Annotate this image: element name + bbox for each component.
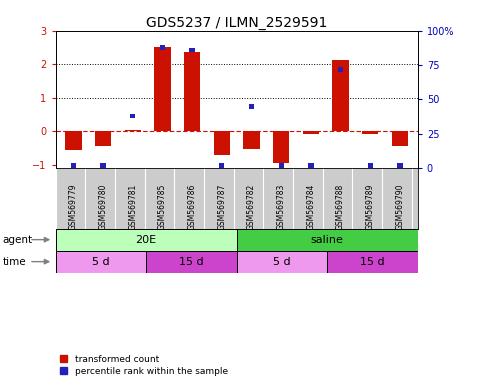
Bar [237, 251, 327, 273]
Text: agent: agent [2, 235, 32, 245]
Text: 15 d: 15 d [179, 257, 204, 266]
Bar [237, 228, 418, 251]
Bar [273, 131, 289, 163]
Title: GDS5237 / ILMN_2529591: GDS5237 / ILMN_2529591 [146, 16, 327, 30]
Bar [308, 163, 313, 168]
Bar [303, 131, 319, 134]
Bar [146, 251, 237, 273]
Bar [398, 163, 403, 168]
Text: 5 d: 5 d [92, 257, 110, 266]
Bar [327, 251, 418, 273]
Bar [130, 114, 135, 118]
Bar [56, 251, 146, 273]
Bar [338, 67, 343, 71]
Bar [184, 51, 200, 131]
Bar [189, 48, 195, 52]
Bar [249, 104, 254, 109]
Bar [154, 47, 170, 131]
Bar [243, 131, 260, 149]
Bar [100, 163, 106, 168]
Bar [392, 131, 408, 146]
Text: 15 d: 15 d [360, 257, 385, 266]
Bar [362, 131, 379, 134]
Bar [213, 131, 230, 156]
Bar [219, 163, 225, 168]
Legend: transformed count, percentile rank within the sample: transformed count, percentile rank withi… [60, 355, 227, 376]
Text: 20E: 20E [136, 235, 156, 245]
Bar [160, 45, 165, 50]
Bar [125, 130, 141, 131]
Bar [279, 163, 284, 168]
Text: time: time [2, 257, 26, 266]
Bar [71, 163, 76, 168]
Text: 5 d: 5 d [273, 257, 291, 266]
Bar [56, 228, 237, 251]
Bar [368, 163, 373, 168]
Text: saline: saline [311, 235, 344, 245]
Bar [332, 60, 349, 131]
Bar [95, 131, 111, 146]
Bar [65, 131, 82, 150]
